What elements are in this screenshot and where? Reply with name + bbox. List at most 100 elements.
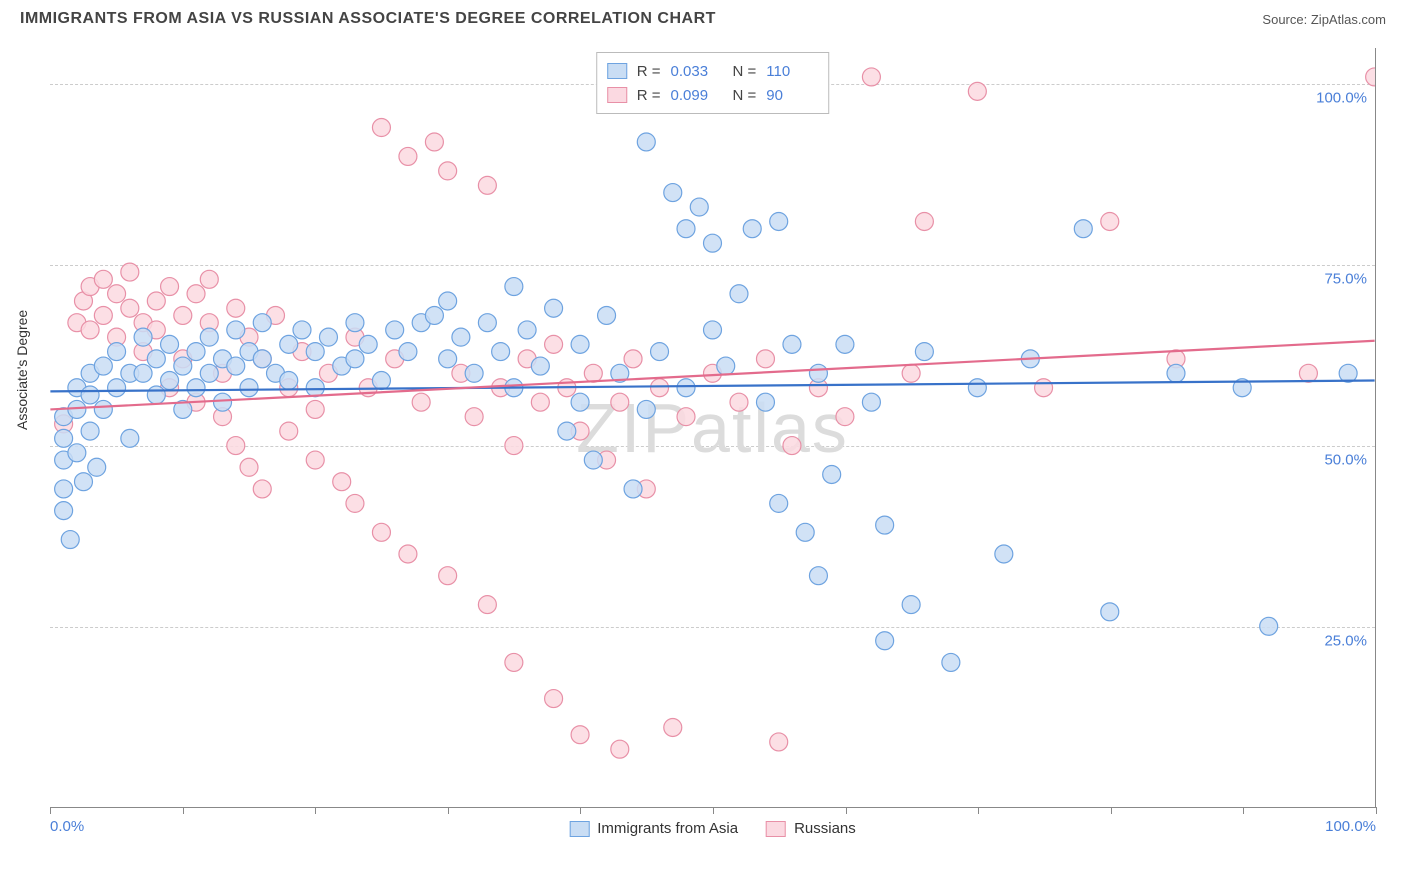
data-point — [372, 372, 390, 390]
data-point — [280, 422, 298, 440]
data-point — [836, 408, 854, 426]
legend-swatch-russians — [766, 821, 786, 837]
data-point — [677, 379, 695, 397]
data-point — [55, 480, 73, 498]
data-point — [200, 328, 218, 346]
data-point — [293, 321, 311, 339]
data-point — [253, 314, 271, 332]
x-tick — [1111, 807, 1112, 814]
legend-swatch-asia — [569, 821, 589, 837]
legend-row: R = 0.033 N = 110 — [607, 59, 819, 83]
data-point — [227, 437, 245, 455]
data-point — [677, 220, 695, 238]
x-tick — [315, 807, 316, 814]
data-point — [214, 393, 232, 411]
data-point — [439, 292, 457, 310]
data-point — [545, 690, 563, 708]
data-point — [664, 184, 682, 202]
data-point — [55, 502, 73, 520]
data-point — [227, 321, 245, 339]
data-point — [174, 306, 192, 324]
x-tick — [713, 807, 714, 814]
data-point — [611, 393, 629, 411]
data-point — [584, 364, 602, 382]
r-value-russians: 0.099 — [671, 87, 723, 104]
data-point — [55, 429, 73, 447]
data-point — [677, 408, 695, 426]
data-point — [68, 444, 86, 462]
data-point — [571, 335, 589, 353]
x-tick-label: 0.0% — [50, 818, 84, 835]
data-point — [876, 632, 894, 650]
data-point — [558, 422, 576, 440]
data-point — [862, 68, 880, 86]
r-label: R = — [637, 63, 661, 80]
n-value-asia: 110 — [766, 63, 818, 80]
data-point — [704, 234, 722, 252]
scatter-plot — [50, 48, 1375, 807]
data-point — [134, 364, 152, 382]
data-point — [756, 350, 774, 368]
data-point — [81, 321, 99, 339]
data-point — [1260, 617, 1278, 635]
data-point — [571, 393, 589, 411]
data-point — [531, 393, 549, 411]
x-tick — [846, 807, 847, 814]
data-point — [187, 379, 205, 397]
data-point — [968, 82, 986, 100]
data-point — [439, 162, 457, 180]
data-point — [399, 147, 417, 165]
data-point — [478, 176, 496, 194]
n-value-russians: 90 — [766, 87, 818, 104]
data-point — [664, 718, 682, 736]
legend-swatch-russians — [607, 87, 627, 103]
chart-title: IMMIGRANTS FROM ASIA VS RUSSIAN ASSOCIAT… — [20, 10, 716, 28]
data-point — [1101, 603, 1119, 621]
data-point — [995, 545, 1013, 563]
data-point — [876, 516, 894, 534]
data-point — [147, 386, 165, 404]
data-point — [108, 379, 126, 397]
data-point — [121, 263, 139, 281]
data-point — [439, 350, 457, 368]
data-point — [505, 437, 523, 455]
data-point — [783, 335, 801, 353]
data-point — [187, 285, 205, 303]
data-point — [372, 523, 390, 541]
legend-label-russians: Russians — [794, 820, 856, 837]
data-point — [74, 473, 92, 491]
data-point — [386, 321, 404, 339]
data-point — [942, 653, 960, 671]
data-point — [1167, 364, 1185, 382]
data-point — [121, 429, 139, 447]
data-point — [584, 451, 602, 469]
data-point — [809, 364, 827, 382]
data-point — [1366, 68, 1375, 86]
data-point — [372, 119, 390, 137]
data-point — [651, 379, 669, 397]
chart-area: ZIPatlas R = 0.033 N = 110 R = 0.099 N =… — [50, 48, 1376, 808]
data-point — [637, 400, 655, 418]
data-point — [1101, 212, 1119, 230]
data-point — [253, 350, 271, 368]
n-label: N = — [733, 63, 757, 80]
legend-correlation: R = 0.033 N = 110 R = 0.099 N = 90 — [596, 52, 830, 114]
data-point — [200, 364, 218, 382]
data-point — [770, 733, 788, 751]
data-point — [452, 328, 470, 346]
legend-row: R = 0.099 N = 90 — [607, 83, 819, 107]
data-point — [147, 292, 165, 310]
data-point — [809, 567, 827, 585]
data-point — [465, 408, 483, 426]
data-point — [253, 480, 271, 498]
data-point — [730, 393, 748, 411]
data-point — [545, 299, 563, 317]
data-point — [902, 596, 920, 614]
x-tick — [448, 807, 449, 814]
n-label: N = — [733, 87, 757, 104]
r-label: R = — [637, 87, 661, 104]
data-point — [690, 198, 708, 216]
source-name: ZipAtlas.com — [1311, 12, 1386, 27]
data-point — [121, 299, 139, 317]
legend-item-asia: Immigrants from Asia — [569, 820, 738, 837]
